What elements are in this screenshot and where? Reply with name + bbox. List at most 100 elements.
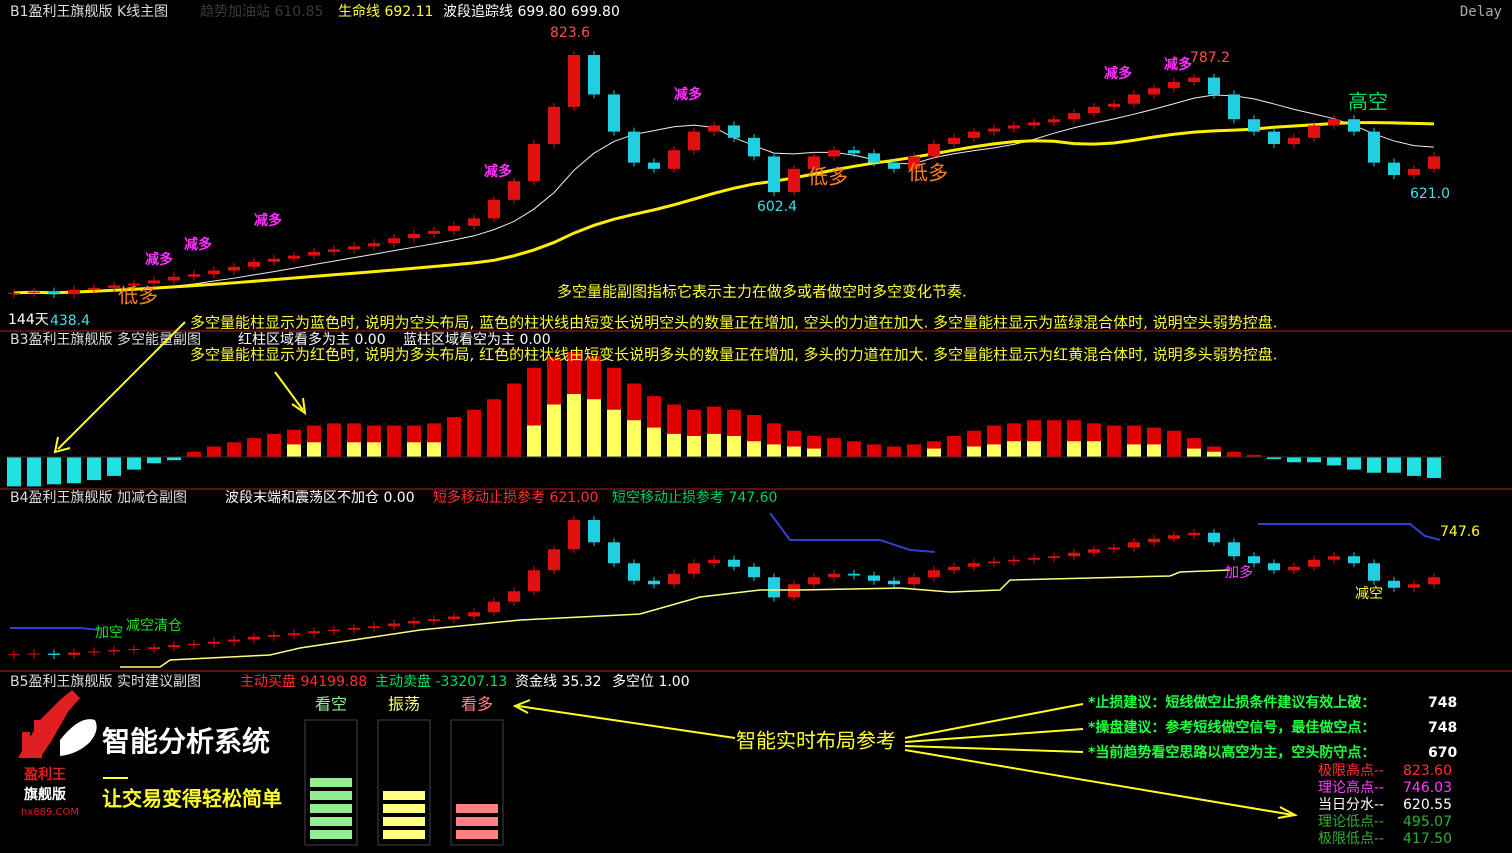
candle xyxy=(788,168,800,193)
signal: 减多 xyxy=(1104,65,1132,82)
level-name: 理论高点-- xyxy=(1318,779,1384,796)
candle xyxy=(8,292,20,294)
energy-bar xyxy=(407,442,421,457)
position-candle xyxy=(108,650,120,652)
energy-bar xyxy=(1067,441,1081,457)
indicator: 资金线 35.32 xyxy=(515,674,602,690)
panel-title[interactable]: B3盈利王旗舰版 多空能量副图 xyxy=(10,331,201,348)
position-candle xyxy=(968,563,980,567)
position-candle xyxy=(808,577,820,585)
logo-mark xyxy=(22,732,30,758)
energy-bar xyxy=(287,444,301,457)
signal: 低多 xyxy=(118,284,158,308)
position-candle xyxy=(1268,563,1280,571)
signal: 加空 xyxy=(95,625,123,641)
candle xyxy=(808,156,820,169)
energy-bar xyxy=(487,399,501,457)
position-candle xyxy=(48,653,60,655)
position-candle xyxy=(1368,563,1380,581)
callout: 智能实时布局参考 xyxy=(736,729,896,753)
energy-bar xyxy=(1107,425,1121,457)
energy-bar xyxy=(727,436,741,457)
energy-bar xyxy=(187,451,201,457)
candle xyxy=(308,251,320,256)
indicator: 主动买盘 94199.88 xyxy=(240,673,367,690)
position-candle xyxy=(1208,532,1220,543)
energy-bar xyxy=(627,420,641,457)
gauge-bar xyxy=(383,830,425,839)
position-candle xyxy=(428,619,440,622)
arrow xyxy=(904,703,1084,739)
indicator: 波段末端和震荡区不加仓 0.00 xyxy=(225,490,415,506)
position-candle xyxy=(1288,566,1300,571)
energy-bar xyxy=(1227,451,1241,457)
average-line xyxy=(13,121,1435,295)
candle xyxy=(1268,131,1280,145)
energy-bar xyxy=(567,394,581,457)
status: Delay xyxy=(1460,4,1502,20)
candle xyxy=(1328,119,1340,126)
energy-bar xyxy=(227,442,241,457)
average-line xyxy=(13,94,1435,294)
position-candle xyxy=(908,577,920,585)
position-candle xyxy=(628,563,640,581)
candle xyxy=(628,131,640,163)
note: 多空量能副图指标它表示主力在做多或者做空时多空变化节奏. xyxy=(557,283,967,301)
energy-bar xyxy=(367,442,381,457)
signal: 加多 xyxy=(1225,564,1253,581)
candle xyxy=(568,55,580,107)
energy-bar xyxy=(1187,448,1201,457)
panel-title[interactable]: B5盈利王旗舰版 实时建议副图 xyxy=(10,674,201,690)
days-label: 144天 xyxy=(8,312,49,328)
energy-bar xyxy=(387,425,401,457)
energy-bar xyxy=(1427,457,1441,478)
energy-bar xyxy=(267,433,281,457)
panel-title[interactable]: B1盈利王旗舰版 K线主图 xyxy=(10,4,168,20)
position-candle xyxy=(328,629,340,632)
candle xyxy=(468,218,480,226)
position-candle xyxy=(528,570,540,592)
energy-bar xyxy=(1287,457,1301,463)
price-label: 602.4 xyxy=(757,199,797,215)
energy-bar xyxy=(887,446,901,457)
energy-bar xyxy=(7,457,21,487)
position-candle xyxy=(1028,558,1040,560)
arrow xyxy=(904,749,1294,816)
candle xyxy=(1088,106,1100,114)
stop-line xyxy=(769,512,936,553)
signals: 低多 低多 低多 xyxy=(118,161,948,308)
brand-edition: 旗舰版 xyxy=(24,786,66,803)
indicator: 多空位 1.00 xyxy=(612,673,690,690)
gauge-bar xyxy=(383,791,425,800)
position-candle xyxy=(588,520,600,543)
gauge-bar xyxy=(310,791,352,800)
panel-title[interactable]: B4盈利王旗舰版 加减仓副图 xyxy=(10,490,187,506)
energy-bar xyxy=(1147,444,1161,457)
logo: 盈利王 旗舰版 hx889.COM xyxy=(18,690,97,818)
candle xyxy=(348,246,360,250)
position-candle xyxy=(1188,532,1200,536)
candle xyxy=(1248,119,1260,132)
indicator: 主动卖盘 -33207.13 xyxy=(375,673,507,690)
gauge-bar xyxy=(310,778,352,787)
candle xyxy=(528,144,540,182)
position-candle xyxy=(1428,577,1440,585)
arrow-head xyxy=(291,397,307,416)
candle xyxy=(1208,77,1220,95)
candle xyxy=(928,144,940,157)
note: 多空量能柱显示为红色时, 说明为多头布局, 红色的柱状线由短变长说明多头的数量正… xyxy=(190,346,1277,364)
candle xyxy=(888,162,900,169)
energy-bar xyxy=(347,442,361,457)
candle xyxy=(448,225,460,231)
stop-line xyxy=(10,627,101,631)
candle xyxy=(688,131,700,151)
gauges: 看空 振荡 看多 xyxy=(304,695,504,846)
level-label: 747.6 xyxy=(1440,524,1480,540)
level-name: 当日分水-- xyxy=(1318,797,1384,813)
candle xyxy=(1048,119,1060,123)
position-candle xyxy=(828,573,840,578)
candle xyxy=(268,258,280,262)
stop-line xyxy=(120,569,1231,668)
arrow-head xyxy=(53,436,71,454)
